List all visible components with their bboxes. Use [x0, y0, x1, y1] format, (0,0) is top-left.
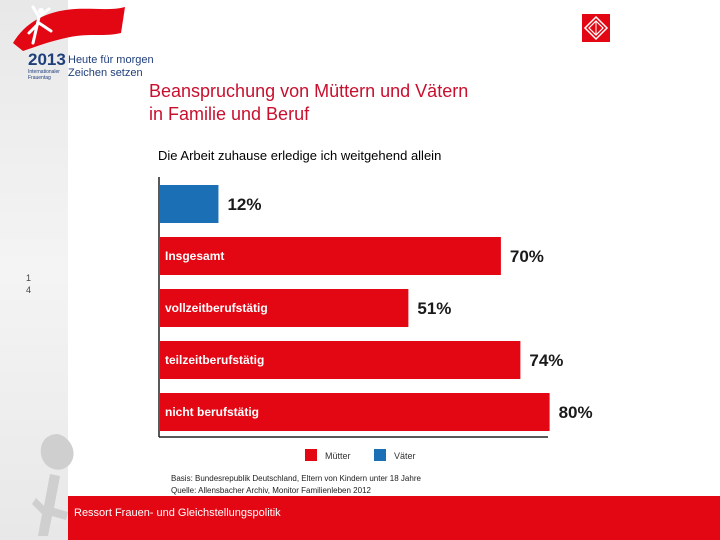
logo-tagline-line2: Zeichen setzen [68, 67, 143, 79]
bar-4 [160, 341, 521, 379]
logo-year-subtitle: Internationaler Frauentag [28, 69, 60, 81]
bar-category-label: Insgesamt [165, 249, 224, 263]
footer-text: Ressort Frauen- und Gleichstellungspolit… [74, 507, 281, 519]
legend-swatch [305, 449, 317, 461]
bar-value-label: 12% [227, 195, 261, 214]
chart-source-note: Quelle: Allensbacher Archiv, Monitor Fam… [171, 486, 371, 495]
venus-symbol-icon [32, 434, 74, 536]
bar-3 [160, 289, 409, 327]
bar-category-label: nicht berufstätig [165, 405, 259, 419]
slide-title-line1: Beanspruchung von Müttern und Vätern [149, 81, 469, 101]
bar-category-label: teilzeitberufstätig [165, 353, 264, 367]
logo-tagline-line1: Heute für morgen [68, 54, 154, 66]
bar-chart: 12% Insgesamt 70% vollzeitberufstätig 51% tei… [158, 177, 593, 461]
flag-figure-icon [13, 5, 125, 51]
bar-value-label: 51% [417, 299, 451, 318]
bar-value-label: 70% [510, 247, 544, 266]
slide-title: Beanspruchung von Müttern und Vätern in … [149, 80, 468, 126]
page-marker-line1: 1 [26, 273, 32, 283]
bar-1 [160, 185, 219, 223]
slide-title-line2: in Familie und Beruf [149, 104, 310, 124]
bar-value-label: 80% [559, 403, 593, 422]
legend-swatch [374, 449, 386, 461]
chart-basis-note: Basis: Bundesrepublik Deutschland, Elter… [171, 474, 421, 483]
page-marker-line2: 4 [26, 285, 32, 295]
page-marker: 1 4 [26, 272, 31, 296]
legend-label: Mütter [325, 451, 351, 461]
logo-year: 2013 [28, 50, 66, 69]
igm-logo-icon [582, 14, 610, 42]
bar-2 [160, 237, 501, 275]
bar-category-label: vollzeitberufstätig [165, 301, 268, 315]
bar-value-label: 74% [529, 351, 563, 370]
footer-bar [68, 496, 720, 540]
bar-5 [160, 393, 550, 431]
legend-label: Väter [394, 451, 416, 461]
chart-title: Die Arbeit zuhause erledige ich weitgehe… [158, 148, 442, 163]
